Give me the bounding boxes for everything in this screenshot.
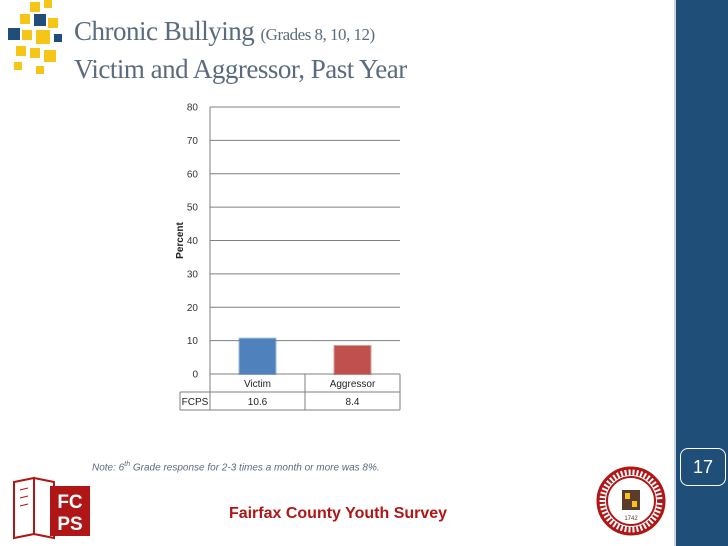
y-tick-label: 20 [187, 303, 199, 314]
y-axis-label: Percent [175, 221, 186, 258]
footer-title: Fairfax County Youth Survey [228, 505, 448, 522]
category-label: Aggressor [330, 379, 376, 390]
slide-title: Chronic Bullying (Grades 8, 10, 12) Vict… [74, 14, 407, 86]
y-tick-label: 40 [187, 236, 199, 247]
category-label: Victim [244, 379, 271, 390]
title-main: Chronic Bullying [74, 16, 255, 46]
bar-victim [238, 337, 277, 375]
title-line-2: Victim and Aggressor, Past Year [74, 54, 407, 84]
county-seal: 1742 [596, 466, 666, 536]
y-tick-label: 0 [192, 370, 198, 381]
fcps-logo: FC PS [13, 476, 90, 540]
right-band-divider [674, 0, 676, 546]
footnote: Note: 6th Grade response for 2-3 times a… [92, 461, 380, 474]
footnote-superscript: th [124, 461, 131, 468]
data-label: 10.6 [248, 397, 268, 408]
y-tick-label: 60 [187, 169, 199, 180]
series-label: FCPS [182, 397, 209, 408]
bar-aggressor [333, 344, 372, 375]
seal-year: 1742 [624, 516, 638, 522]
fcps-logo-line1: FC [57, 492, 83, 513]
y-tick-label: 70 [187, 136, 199, 147]
y-tick-label: 10 [187, 336, 199, 347]
y-tick-label: 80 [187, 103, 199, 114]
y-tick-label: 50 [187, 203, 199, 214]
decorative-squares [8, 0, 62, 74]
title-grades: (Grades 8, 10, 12) [260, 25, 376, 44]
page-number: 17 [680, 448, 726, 486]
y-tick-label: 30 [187, 269, 199, 280]
fcps-logo-line2: PS [57, 514, 82, 535]
data-label: 8.4 [346, 397, 360, 408]
bar-chart: 0 10 20 30 40 50 60 70 80 Percent Victim 10.6 Aggres… [175, 103, 401, 411]
